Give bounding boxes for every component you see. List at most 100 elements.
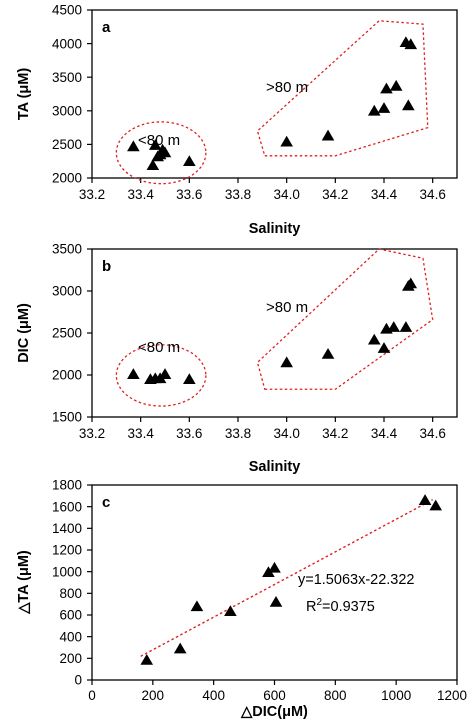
panel-c-ytick-label: 200 [59, 651, 82, 666]
panel-a-frame [91, 9, 458, 179]
panel-b-ytick-label: 2000 [52, 368, 82, 383]
regression-trendline [140, 499, 433, 657]
panel-a-points [127, 36, 418, 171]
panel-c-xtick-label: 800 [324, 688, 347, 703]
data-point-triangle [280, 356, 293, 368]
panel-b-ytick-label: 3000 [52, 284, 82, 299]
panel-b-x-axis-label: Salinity [249, 459, 301, 475]
panel-c-ytick-label: 1000 [52, 564, 82, 579]
panel-b-label: b [102, 258, 111, 275]
panel-a-annotation-deep: >80 m [266, 79, 308, 96]
data-point-triangle [377, 342, 391, 353]
panel-b-xtick-label: 34.0 [274, 426, 300, 441]
data-point-triangle [367, 333, 381, 345]
panel-a-xtick-label: 33.6 [176, 187, 202, 202]
deep-group-polygon [256, 248, 434, 390]
panel-b-xtick-label: 34.6 [420, 426, 446, 441]
r-squared-value: =0.9375 [322, 599, 375, 615]
panel-a-ytick-labels: 2000 2500 3000 3500 4000 4500 [52, 3, 82, 186]
panel-a-xtick-label: 33.8 [225, 187, 251, 202]
panel-b-xtick-label: 33.4 [128, 426, 155, 441]
panel-a-xtick-label: 34.6 [420, 187, 446, 202]
panel-a-annotation-shallow: <80 m [138, 132, 180, 149]
panel-c-ticks [87, 484, 458, 685]
data-point-triangle [268, 561, 281, 573]
panel-a-ytick-label: 2000 [52, 171, 82, 186]
panel-a-xtick-label: 33.2 [79, 187, 105, 202]
panel-b-xtick-label: 33.2 [79, 426, 105, 441]
panel-c-xtick-label: 0 [88, 688, 96, 703]
panel-c-label: c [102, 494, 110, 511]
data-point-triangle [402, 99, 415, 111]
data-point-triangle [387, 321, 401, 332]
panel-a-xtick-label: 34.0 [274, 187, 300, 202]
data-point-triangle [280, 135, 293, 147]
panel-b-xtick-labels: 33.2 33.4 33.6 33.8 34.0 34.2 34.4 34.6 [79, 426, 446, 441]
panel-a-ytick-label: 2500 [52, 137, 82, 152]
deep-group-polygon [256, 20, 429, 157]
panel-c-ytick-labels: 0 200 400 600 800 1000 1200 1400 1600 18… [52, 478, 82, 688]
panel-b-ytick-label: 1500 [52, 410, 82, 425]
panel-b-ytick-label: 2500 [52, 326, 82, 341]
data-point-triangle [399, 321, 413, 332]
data-point-triangle [404, 38, 418, 50]
panel-c-y-axis-label: △TA (μM) [16, 550, 32, 615]
data-point-triangle [190, 600, 204, 612]
panel-a-ytick-label: 4500 [52, 3, 82, 18]
panel-b-frame [91, 248, 458, 418]
data-point-triangle [146, 159, 160, 171]
panel-c-ytick-label: 1400 [52, 521, 82, 536]
panel-a-xtick-label: 34.2 [322, 187, 348, 202]
panel-b-annotation-deep: >80 m [266, 299, 308, 316]
panel-c-x-axis-label: △DIC(μM) [240, 704, 308, 720]
shallow-group-ellipse [115, 344, 207, 407]
data-point-triangle [127, 140, 140, 152]
panel-b-ytick-labels: 1500 2000 2500 3000 3500 [52, 242, 82, 425]
panel-a-ticks [87, 9, 434, 183]
panel-c-ytick-label: 1200 [52, 543, 82, 558]
panel-b-points [127, 277, 418, 384]
shallow-group-ellipse [115, 121, 207, 185]
panel-a: 2000 2500 3000 3500 4000 4500 33.2 33.4 … [16, 3, 458, 237]
data-point-triangle [173, 642, 187, 654]
panel-c-ytick-label: 0 [74, 673, 82, 688]
panel-c-xtick-label: 1200 [437, 688, 467, 703]
r-squared-prefix: R [306, 599, 316, 615]
panel-a-y-axis-label: TA (μM) [16, 68, 32, 121]
panel-b: 1500 2000 2500 3000 3500 33.2 33.4 33.6 … [16, 242, 458, 475]
panel-a-label: a [102, 19, 111, 36]
data-point-triangle [367, 104, 381, 116]
panel-c-xtick-label: 200 [142, 688, 165, 703]
panel-c-ytick-label: 1800 [52, 478, 82, 493]
data-point-triangle [148, 139, 162, 150]
panel-b-xtick-label: 33.8 [225, 426, 251, 441]
data-point-triangle [321, 348, 335, 359]
panel-b-xtick-label: 33.6 [176, 426, 202, 441]
r-squared-superscript: 2 [316, 597, 322, 608]
panel-b-groups [115, 248, 434, 407]
data-point-triangle [269, 596, 283, 607]
panel-b-ticks [87, 248, 434, 422]
panel-c: 0 200 400 600 800 1000 1200 1400 1600 18… [16, 478, 467, 720]
panel-c-r-squared: R2=0.9375 [306, 597, 375, 615]
panel-c-ytick-label: 800 [59, 586, 82, 601]
data-point-triangle [380, 82, 393, 94]
panel-c-ytick-label: 400 [59, 629, 82, 644]
panel-c-xtick-label: 400 [202, 688, 225, 703]
data-point-triangle [404, 277, 418, 289]
panel-b-xtick-label: 34.4 [371, 426, 398, 441]
panel-c-xtick-labels: 0 200 400 600 800 1000 1200 [88, 688, 467, 703]
data-point-triangle [377, 102, 391, 113]
panel-b-annotation-shallow: <80 m [138, 339, 180, 356]
panel-a-xtick-label: 33.4 [128, 187, 155, 202]
data-point-triangle [389, 79, 403, 91]
data-point-triangle [183, 373, 196, 384]
panel-c-ytick-label: 600 [59, 608, 82, 623]
data-point-triangle [262, 566, 275, 578]
panel-b-ytick-label: 3500 [52, 242, 82, 257]
panel-a-ytick-label: 3500 [52, 70, 82, 85]
data-point-triangle [224, 605, 237, 617]
data-point-triangle [321, 129, 335, 141]
panel-c-ytick-label: 1600 [52, 499, 82, 514]
panel-a-ytick-label: 4000 [52, 36, 82, 51]
